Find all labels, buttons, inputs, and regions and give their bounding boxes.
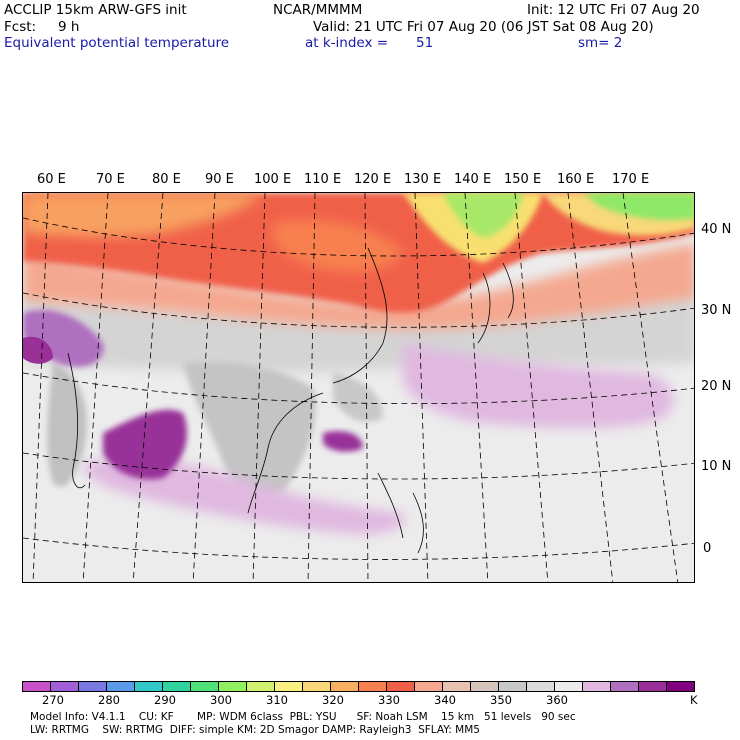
purple-core [323,431,363,452]
green-patch [443,193,523,238]
lon-line [364,193,369,582]
green-patch [583,193,694,220]
lat-line [23,217,694,257]
lat-line [23,292,694,328]
colorbar-swatch [667,682,694,691]
model-info-line2: LW: RRTMG SW: RRTMG DIFF: simple KM: 2D … [30,724,480,736]
colorbar-swatch [247,682,275,691]
lon-line [464,193,489,582]
colorbar-swatch [79,682,107,691]
colorbar-swatch [583,682,611,691]
purple-region [83,459,405,535]
colorbar-swatch [107,682,135,691]
lat-label: 40 N [701,222,732,237]
colorbar-swatch [555,682,583,691]
colorbar-swatch [135,682,163,691]
colorbar-swatch [275,682,303,691]
lon-line [622,193,679,582]
lon-label: 90 E [205,172,234,187]
colorbar-swatch [443,682,471,691]
colorbar-swatch [527,682,555,691]
lon-line [82,193,109,582]
smoothing-text: sm= 2 [578,35,623,51]
india-gray [47,363,87,487]
purple-core [23,336,53,364]
south-china-gray [333,373,383,422]
graticule [23,193,694,582]
lon-line [132,193,164,582]
purple-region [403,343,674,428]
coastline [247,247,388,514]
colorbar-tick: 300 [210,693,232,707]
purple-core [103,409,187,480]
colorbar-swatch [499,682,527,691]
lon-line [307,193,316,582]
lat-label: 10 N [701,459,732,474]
colorbar-swatch [639,682,667,691]
colorbar-swatch [331,682,359,691]
theta-e-map [22,192,695,583]
lon-label: 110 E [304,172,342,187]
forecast-value: 9 h [58,19,80,35]
model-info-line1: Model Info: V4.1.1 CU: KF MP: WDM 6class… [30,711,576,723]
colorbar-tick: 270 [42,693,64,707]
colorbar-tick: 360 [546,693,568,707]
lon-label: 100 E [254,172,292,187]
colorbar-swatch [359,682,387,691]
orange-patch [23,193,263,237]
colorbar-swatch [415,682,443,691]
orange-patch [271,219,403,272]
lon-line [32,193,49,582]
lon-label: 120 E [354,172,392,187]
lon-label: 170 E [612,172,650,187]
level-text: at k-index = [305,35,389,51]
init-time: Init: 12 UTC Fri 07 Aug 20 [527,2,700,18]
coastline [377,472,424,554]
lat-label: 0 [703,541,712,556]
valid-time: Valid: 21 UTC Fri 07 Aug 20 (06 JST Sat … [313,19,654,35]
colorbar-tick: 310 [266,693,288,707]
colorbar-swatch [219,682,247,691]
map-canvas [23,193,694,582]
lon-label: 160 E [557,172,595,187]
colorbar-swatch [303,682,331,691]
colorbar-swatch [191,682,219,691]
lon-label: 130 E [404,172,442,187]
lon-line [567,193,614,582]
colorbar-swatch [163,682,191,691]
lat-label: 20 N [701,379,732,394]
colorbar [22,681,695,692]
lon-label: 70 E [96,172,125,187]
colorbar-tick: 350 [490,693,512,707]
colorbar-swatch [51,682,79,691]
colorbar-tick: 290 [154,693,176,707]
colorbar-swatch [23,682,51,691]
level-value: 51 [416,35,434,51]
lon-label: 140 E [454,172,492,187]
field-name: Equivalent potential temperature [4,35,230,51]
colorbar-tick: 320 [322,693,344,707]
colorbar-swatch [611,682,639,691]
lon-line [192,193,216,582]
institution: NCAR/MMMM [273,2,363,18]
colorbar-tick: 340 [434,693,456,707]
lon-line [514,193,549,582]
lon-line [414,193,429,582]
lat-label: 30 N [701,303,732,318]
lon-label: 150 E [504,172,542,187]
colorbar-swatch [471,682,499,691]
model-title: ACCLIP 15km ARW-GFS init [4,2,187,18]
colorbar-swatch [387,682,415,691]
coastline [477,262,514,344]
colorbar-tick: 280 [98,693,120,707]
forecast-label: Fcst: [4,19,37,35]
indochina-gray [183,361,316,497]
lon-line [252,193,266,582]
lon-label: 60 E [37,172,66,187]
salmon-band [23,243,694,330]
lon-label: 80 E [152,172,181,187]
colorbar-unit: K [690,693,698,707]
colorbar-tick: 330 [378,693,400,707]
coastline [67,352,86,489]
